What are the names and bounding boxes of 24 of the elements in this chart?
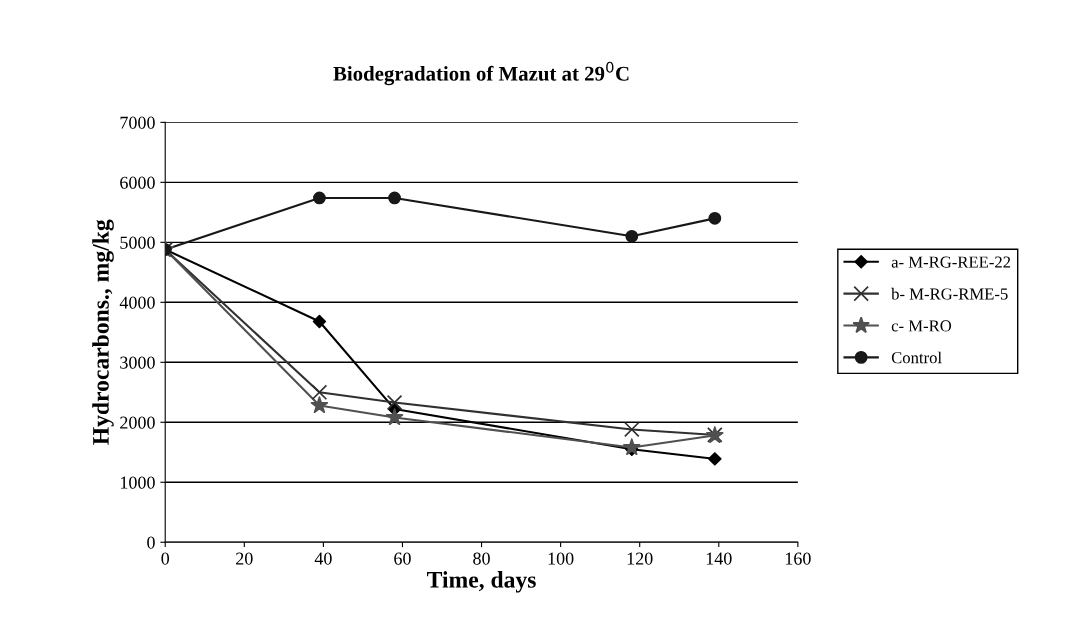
- y-tick-label: 2000: [120, 416, 155, 429]
- y-tick-label: 7000: [120, 116, 155, 129]
- x-tick-label: 80: [473, 552, 490, 565]
- x-tick-label: 20: [236, 552, 253, 565]
- x-tick-label: 140: [706, 552, 732, 565]
- y-axis-title: Hydrocarbons., mg/kg: [92, 219, 114, 445]
- y-tick-label: 0: [147, 536, 155, 549]
- x-tick-label: 40: [314, 552, 332, 565]
- y-tick-label: 1000: [120, 476, 155, 489]
- legend-label: Control: [891, 351, 942, 364]
- y-tick-label: 5000: [120, 236, 155, 249]
- x-tick-label: 100: [548, 552, 574, 565]
- x-tick-label: 0: [161, 552, 170, 565]
- y-tick-label: 3000: [120, 356, 155, 369]
- legend-label: a- M-RG-REE-22: [891, 256, 1011, 268]
- x-axis-title: Time, days: [427, 571, 536, 593]
- legend-label: b- M-RG-RME-5: [891, 287, 1008, 300]
- x-tick-label: 120: [627, 552, 653, 565]
- legend-label: c- M-RO: [891, 320, 952, 332]
- x-tick-label: 160: [785, 552, 811, 565]
- y-tick-label: 4000: [119, 296, 155, 309]
- y-tick-label: 6000: [120, 176, 155, 189]
- chart-title: Biodegradation of Mazut at 29$^{0}$C: [333, 61, 629, 86]
- x-tick-label: 60: [394, 552, 411, 565]
